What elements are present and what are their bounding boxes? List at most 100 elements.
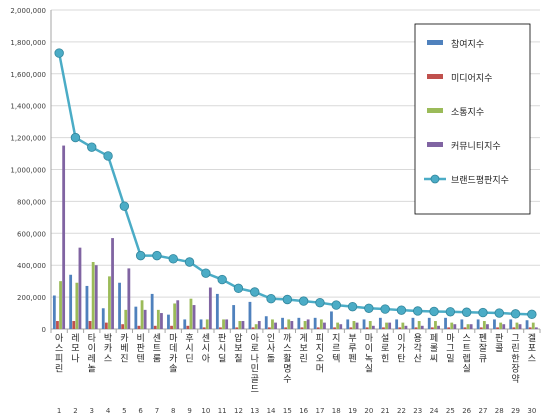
bar-미디어지수 [56, 321, 59, 329]
bar-커뮤니티지수 [469, 324, 473, 329]
legend-label: 소통지수 [451, 107, 484, 118]
bar-커뮤니티지수 [257, 321, 261, 329]
y-tick-label: 400,000 [17, 262, 46, 270]
bar-참여지수 [378, 317, 382, 329]
rank-label: 1 [57, 407, 61, 415]
bar-소통지수 [499, 322, 503, 329]
bar-참여지수 [199, 319, 203, 329]
bar-커뮤니티지수 [62, 145, 66, 329]
point-브랜드평판지수 [103, 151, 113, 161]
point-브랜드평판지수 [282, 294, 293, 305]
bar-소통지수 [254, 324, 258, 329]
bar-커뮤니티지수 [274, 322, 277, 329]
bar-소통지수 [352, 321, 356, 329]
bar-미디어지수 [479, 327, 483, 329]
bar-참여지수 [362, 319, 366, 329]
bar-커뮤니티지수 [127, 268, 131, 329]
y-tick-label: 800,000 [17, 198, 46, 206]
bar-미디어지수 [349, 327, 353, 329]
bar-소통지수 [515, 322, 519, 329]
y-tick-label: 1,000,000 [10, 167, 46, 175]
rank-label: 30 [527, 407, 536, 415]
bar-참여지수 [395, 319, 399, 329]
rank-label: 26 [462, 407, 471, 415]
bar-소통지수 [271, 319, 274, 329]
bar-참여지수 [411, 317, 415, 329]
bar-참여지수 [118, 282, 121, 329]
rank-label: 19 [348, 407, 357, 415]
rank-label: 25 [446, 407, 455, 415]
bar-소통지수 [222, 319, 225, 329]
bar-소통지수 [238, 321, 242, 329]
bar-참여지수 [281, 317, 284, 329]
bar-참여지수 [444, 317, 447, 329]
rank-label: 20 [364, 407, 373, 415]
bar-참여지수 [264, 316, 268, 329]
legend-swatch [427, 108, 443, 113]
bar-참여지수 [232, 305, 236, 329]
bar-소통지수 [434, 321, 437, 329]
point-브랜드평판지수 [364, 303, 374, 313]
bar-미디어지수 [430, 327, 434, 329]
bar-커뮤니티지수 [306, 319, 310, 329]
rank-label: 6 [138, 407, 143, 415]
bar-참여지수 [297, 317, 301, 329]
y-tick-label: 1,200,000 [10, 135, 46, 143]
bar-미디어지수 [202, 327, 206, 329]
bar-커뮤니티지수 [404, 325, 408, 329]
bar-미디어지수 [398, 327, 402, 329]
bar-미디어지수 [235, 327, 239, 329]
point-브랜드평판지수 [478, 307, 488, 318]
bar-커뮤니티지수 [486, 324, 489, 329]
rank-label: 5 [122, 407, 126, 415]
bar-소통지수 [385, 322, 388, 329]
rank-label: 7 [155, 407, 159, 415]
bar-참여지수 [101, 308, 105, 329]
legend-swatch [427, 142, 443, 147]
bar-참여지수 [476, 319, 480, 329]
bar-커뮤니티지수 [420, 325, 424, 329]
rank-label: 14 [267, 407, 276, 415]
bar-커뮤니티지수 [388, 322, 392, 329]
bar-참여지수 [525, 320, 529, 329]
bar-미디어지수 [186, 325, 190, 329]
bar-미디어지수 [88, 321, 92, 329]
bar-커뮤니티지수 [502, 324, 506, 329]
point-브랜드평판지수 [510, 309, 521, 319]
bar-소통지수 [417, 321, 421, 329]
point-브랜드평판지수 [201, 268, 211, 278]
bar-참여지수 [167, 314, 170, 329]
rank-label: 16 [299, 407, 308, 415]
bar-미디어지수 [267, 327, 271, 329]
rank-label: 11 [218, 407, 227, 415]
bar-커뮤니티지수 [208, 287, 212, 329]
legend-swatch-marker [430, 174, 440, 184]
bar-커뮤니티지수 [160, 313, 163, 329]
bar-소통지수 [450, 322, 454, 329]
rank-label: 29 [511, 407, 520, 415]
bar-커뮤니티지수 [534, 327, 538, 329]
rank-label: 22 [397, 407, 406, 415]
bar-참여지수 [150, 293, 154, 329]
bar-미디어지수 [153, 325, 157, 329]
point-브랜드평판지수 [494, 308, 504, 318]
bar-커뮤니티지수 [437, 325, 440, 329]
rank-label: 9 [187, 407, 191, 415]
bar-참여지수 [134, 306, 138, 329]
point-브랜드평판지수 [331, 300, 341, 310]
bar-소통지수 [140, 300, 144, 329]
bar-소통지수 [319, 319, 323, 329]
